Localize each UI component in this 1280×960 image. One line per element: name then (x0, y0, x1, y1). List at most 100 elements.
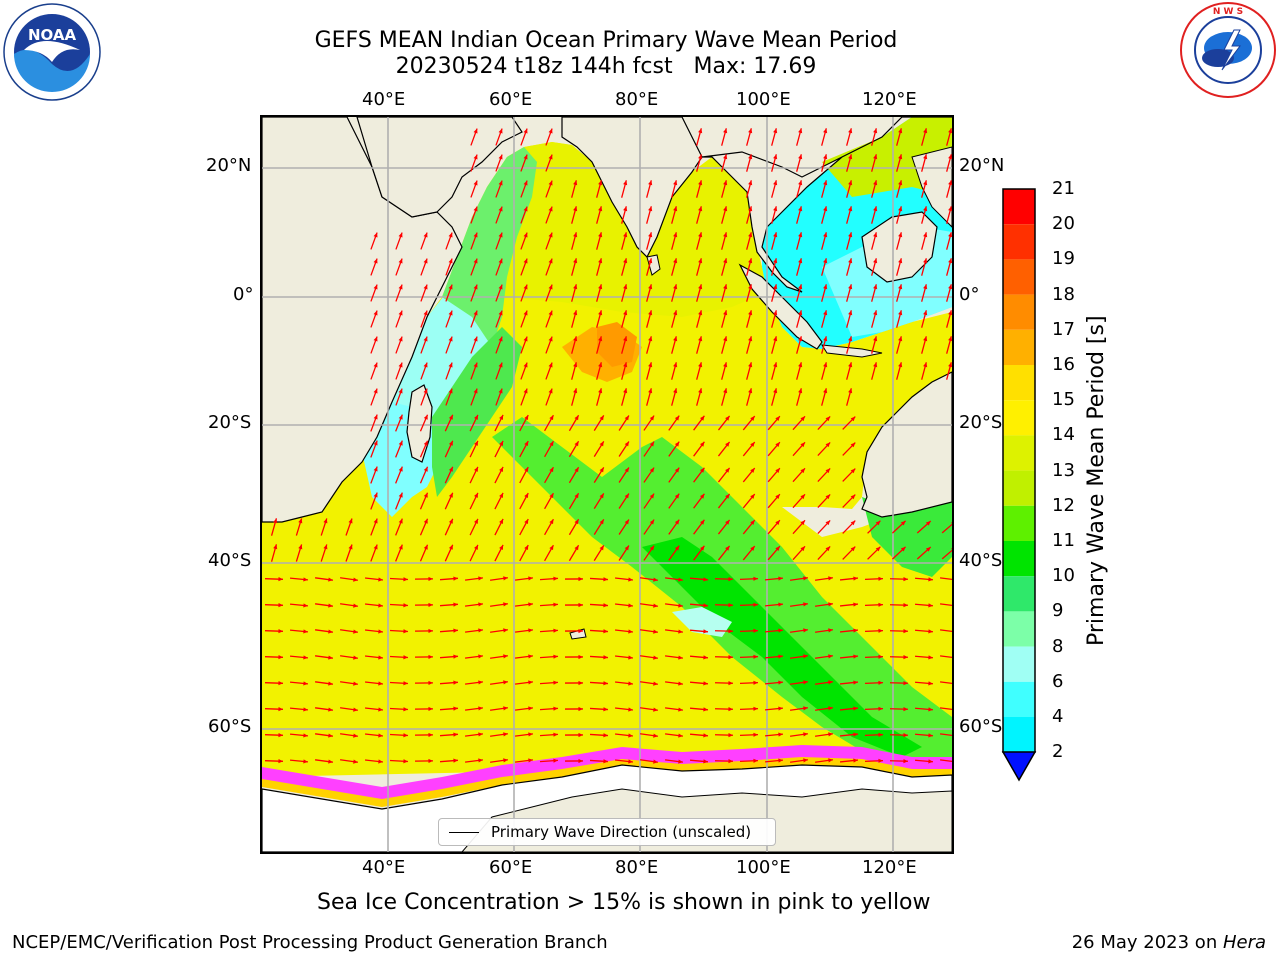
wave-arrow-head (524, 415, 529, 421)
wave-arrow-head (698, 128, 703, 134)
colorbar-box-9 (1003, 505, 1035, 541)
wave-arrow-head (553, 602, 558, 607)
wave-arrow-head (753, 706, 758, 711)
wave-arrow-head (578, 706, 583, 712)
wave-arrow-head (803, 654, 808, 659)
wave-arrow-head (498, 258, 503, 264)
wave-arrow-head (825, 546, 831, 552)
wave-arrow-head (798, 154, 803, 160)
ocean-north (462, 142, 767, 317)
wave-arrow-head (698, 232, 703, 238)
wave-arrow-head (898, 258, 903, 264)
colorbar-box-5 (1003, 365, 1035, 401)
wave-arrow-head (499, 414, 504, 420)
map-panel (260, 115, 954, 854)
wave-arrow-head (474, 544, 478, 550)
wave-arrow-head (903, 680, 908, 686)
wave-arrow-head (825, 416, 831, 422)
wave-arrow-head (423, 388, 428, 394)
wave-arrow-head (773, 310, 778, 316)
sea-ice-caption: Sea Ice Concentration > 15% is shown in … (317, 890, 931, 915)
wave-arrow-head (928, 707, 933, 712)
wave-arrow-head (848, 362, 853, 368)
wave-arrow-head (798, 284, 803, 290)
wave-arrow-head (473, 154, 478, 160)
wave-arrow-head (673, 388, 678, 394)
wave-arrow-head (448, 310, 453, 316)
wave-arrow-head (698, 362, 703, 368)
wave-arrow-head (499, 544, 504, 550)
wave-arrow-head (648, 388, 653, 394)
wave-arrow-head (825, 520, 831, 526)
wave-arrow-head (848, 154, 853, 160)
wave-arrow-head (678, 655, 683, 660)
colorbar-tick-15: 15 (1052, 389, 1075, 411)
wave-arrow-head (773, 128, 778, 134)
wave-arrow-head (699, 441, 705, 447)
wave-arrow-head (503, 576, 508, 581)
wave-arrow-head (278, 759, 283, 764)
wave-arrow-head (423, 414, 428, 420)
wave-arrow-head (303, 655, 308, 660)
wave-arrow-head (649, 415, 655, 421)
wave-arrow-head (698, 284, 703, 290)
wave-arrow-head (948, 258, 952, 264)
lat-tick-right-20s: 20°S (959, 412, 1003, 433)
colorbar-tick-19: 19 (1052, 248, 1075, 270)
wave-arrow-head (653, 629, 658, 634)
wave-arrow-head (278, 603, 283, 608)
wave-arrow-head (773, 388, 778, 394)
wave-arrow-head (775, 494, 780, 499)
wave-arrow-head (373, 544, 378, 550)
wave-arrow-head (548, 336, 553, 342)
wave-arrow-head (499, 518, 504, 524)
wave-arrow (939, 681, 952, 685)
wave-arrow-head (653, 681, 658, 686)
colorbar-box-0 (1003, 189, 1035, 225)
wave-arrow-head (903, 706, 908, 712)
footer-date: 26 May 2023 on (1071, 932, 1223, 953)
colorbar-tick-2: 2 (1052, 741, 1064, 763)
wave-arrow-head (453, 680, 458, 685)
wave-arrow-head (923, 206, 928, 212)
wave-arrow-head (278, 681, 283, 686)
chart-title: GEFS MEAN Indian Ocean Primary Wave Mean… (314, 28, 898, 53)
wave-arrow-head (850, 468, 856, 474)
wave-arrow-head (748, 284, 753, 290)
wave-arrow-head (850, 546, 856, 552)
wave-arrow-head (723, 258, 728, 264)
wave-arrow-head (298, 544, 303, 550)
wave-arrow-head (828, 706, 833, 711)
wave-arrow-head (778, 732, 783, 737)
wave-arrow-head (548, 154, 553, 160)
wave-arrow-head (598, 180, 603, 186)
map-legend: Primary Wave Direction (unscaled) (438, 818, 776, 846)
wave-arrow-head (448, 414, 453, 420)
wave-arrow-head (828, 602, 833, 607)
wave-arrow-head (648, 284, 653, 290)
wave-arrow-head (528, 706, 533, 711)
wave-arrow-head (403, 733, 408, 738)
wave-arrow (939, 655, 952, 659)
lat-tick-left-40s: 40°S (208, 550, 252, 571)
wave-arrow-head (574, 467, 579, 473)
wave-arrow-head (750, 520, 755, 525)
wave-arrow-head (698, 180, 703, 186)
wave-arrow-head (853, 732, 858, 737)
wave-period-map (262, 117, 952, 852)
wave-arrow (939, 577, 952, 581)
wave-arrow-head (898, 362, 903, 368)
wave-arrow-head (478, 732, 483, 737)
wave-arrow-head (628, 733, 633, 738)
wave-arrow-head (725, 467, 730, 473)
colorbar-tick-14: 14 (1052, 424, 1075, 446)
wave-arrow-head (528, 628, 533, 633)
wave-arrow-head (823, 180, 828, 186)
wave-arrow-head (903, 628, 908, 634)
wave-arrow-head (925, 520, 931, 526)
borneo (861, 211, 938, 283)
wave-arrow-head (573, 284, 578, 290)
wave-arrow-head (528, 576, 533, 581)
wave-arrow-head (873, 336, 878, 342)
wave-arrow-head (878, 576, 883, 581)
